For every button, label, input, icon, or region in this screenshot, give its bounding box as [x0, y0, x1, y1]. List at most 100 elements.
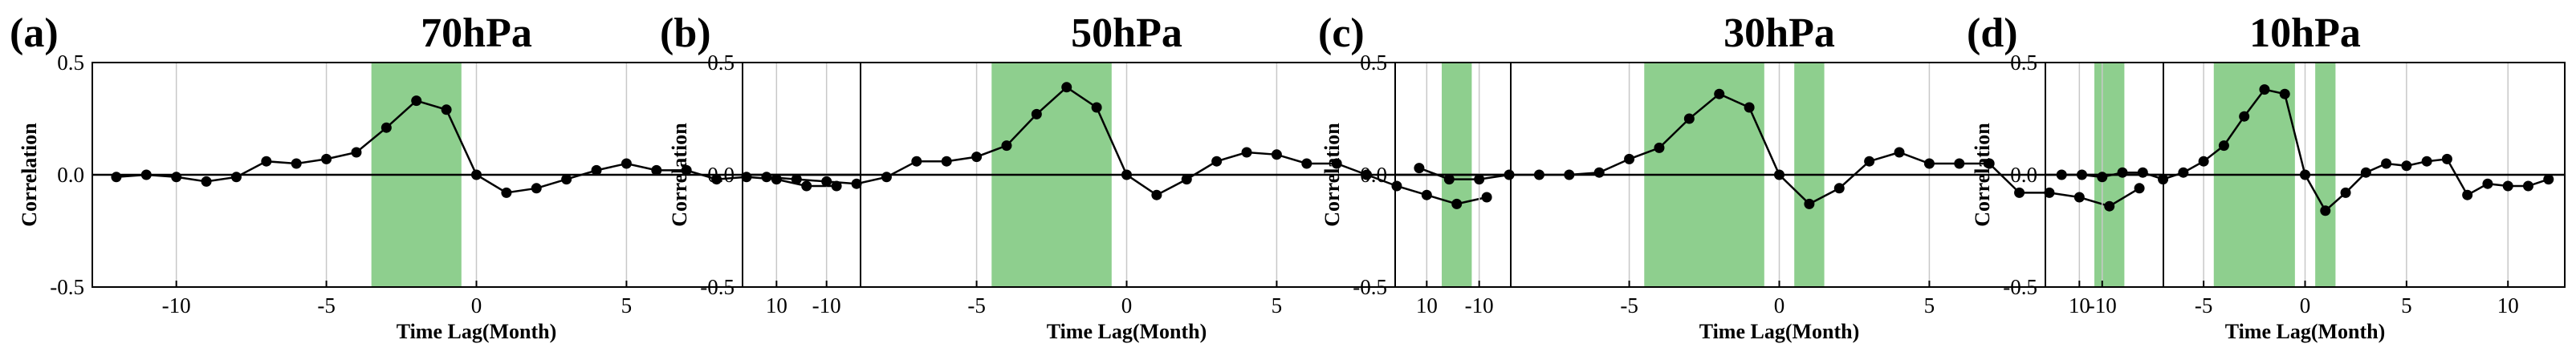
data-point: [171, 172, 182, 183]
data-point: [1031, 108, 1042, 119]
data-point: [1301, 158, 1312, 169]
data-point: [1744, 102, 1755, 113]
data-point: [1271, 149, 1282, 160]
data-point: [971, 152, 983, 163]
x-tick-label: -10: [1465, 293, 1494, 317]
panel-title: 30hPa: [1723, 10, 1835, 56]
panel-label: (c): [1318, 10, 1365, 56]
x-tick-label: 10: [2069, 293, 2090, 317]
y-tick-label: -0.5: [1353, 275, 1387, 299]
chart-panel-2: -0.5 0.0 0.5 -10 -5 0 5 10 Time Lag(Month) Correl…: [660, 10, 1512, 343]
data-point: [851, 178, 862, 189]
data-point: [1121, 169, 1132, 180]
data-point: [1443, 174, 1455, 185]
x-tick-label: 10: [766, 293, 787, 317]
panel-label: (b): [660, 10, 711, 56]
data-point: [501, 187, 512, 198]
y-tick-label: 0.0: [57, 163, 84, 187]
data-point: [230, 172, 242, 183]
data-point: [2340, 187, 2351, 198]
data-point: [591, 164, 602, 176]
y-tick-label: 0.5: [2010, 51, 2037, 75]
data-point: [1451, 198, 1463, 209]
data-point: [2134, 183, 2145, 194]
data-point: [1774, 169, 1784, 180]
x-tick-label: 0: [471, 293, 482, 317]
x-tick-label: 0: [1774, 293, 1785, 317]
data-point: [380, 122, 392, 133]
x-tick-label: 0: [2300, 293, 2311, 317]
y-tick-label: 0.5: [707, 51, 735, 75]
x-tick-label: 5: [621, 293, 633, 317]
data-point: [471, 169, 482, 180]
data-point: [2014, 187, 2025, 198]
data-point: [531, 183, 542, 194]
data-point: [2239, 111, 2250, 122]
y-tick-label: 0.0: [707, 163, 735, 187]
y-tick-label: 0.0: [2010, 163, 2037, 187]
data-point: [1211, 156, 1223, 167]
y-tick-label: 0.5: [57, 51, 84, 75]
x-tick-label: 0: [1121, 293, 1133, 317]
data-point: [1091, 102, 1102, 113]
x-tick-label: -10: [162, 293, 191, 317]
data-point: [411, 95, 422, 107]
data-point: [561, 174, 572, 185]
x-tick-label: 10: [2497, 293, 2519, 317]
data-point: [2482, 178, 2493, 189]
data-point: [2198, 156, 2209, 167]
data-point: [681, 164, 692, 176]
data-point: [801, 180, 812, 192]
data-point: [2421, 156, 2432, 167]
data-point: [2300, 169, 2310, 180]
panel-title: 10hPa: [2249, 10, 2361, 56]
data-point: [2056, 169, 2067, 180]
data-point: [2462, 189, 2473, 200]
data-point: [1001, 140, 1012, 152]
chart-panel-4: -0.5 0.0 0.5 -10 -5 0 5 10 Time Lag(Month) Correl…: [1967, 10, 2566, 343]
y-axis-label: Correlation: [668, 123, 691, 227]
data-point: [2158, 174, 2169, 185]
chart-panel-3: -0.5 0.0 0.5 -10 -5 0 5 10 Time Lag(Month) Correl…: [1318, 10, 2164, 343]
data-point: [201, 176, 212, 187]
data-point: [1833, 183, 1845, 194]
x-tick-label: -5: [317, 293, 336, 317]
data-point: [1714, 88, 1725, 99]
data-point: [2401, 160, 2412, 172]
panel-title: 70hPa: [421, 10, 532, 56]
x-axis-label: Time Lag(Month): [397, 320, 557, 343]
data-point: [1151, 189, 1162, 200]
data-point: [941, 156, 952, 167]
data-point: [1241, 147, 1252, 158]
data-point: [1923, 158, 1935, 169]
data-point: [2543, 174, 2554, 185]
data-point: [2117, 167, 2128, 178]
data-point: [1504, 169, 1515, 180]
data-point: [2259, 84, 2270, 95]
data-point: [261, 156, 272, 167]
data-point: [1894, 147, 1905, 158]
data-point: [2441, 153, 2452, 164]
plot-area: [92, 63, 861, 287]
panel-label: (a): [10, 10, 59, 56]
data-point: [351, 147, 362, 158]
x-tick-label: 10: [1416, 293, 1438, 317]
data-point: [2097, 172, 2108, 183]
panel-title: 50hPa: [1071, 10, 1182, 56]
y-tick-label: 0.5: [1360, 51, 1387, 75]
data-point: [621, 158, 632, 169]
data-point: [2320, 205, 2331, 216]
x-tick-label: -10: [2088, 293, 2117, 317]
data-point: [1061, 82, 1072, 93]
data-point: [441, 104, 452, 115]
data-point: [1181, 174, 1192, 185]
y-axis-label: Correlation: [1321, 123, 1344, 227]
data-point: [1954, 158, 1965, 169]
data-point: [2360, 167, 2371, 178]
x-tick-label: -5: [2195, 293, 2213, 317]
x-tick-label: -5: [967, 293, 986, 317]
data-point: [2381, 158, 2392, 169]
data-point: [1391, 180, 1402, 192]
y-tick-label: 0.0: [1360, 163, 1387, 187]
